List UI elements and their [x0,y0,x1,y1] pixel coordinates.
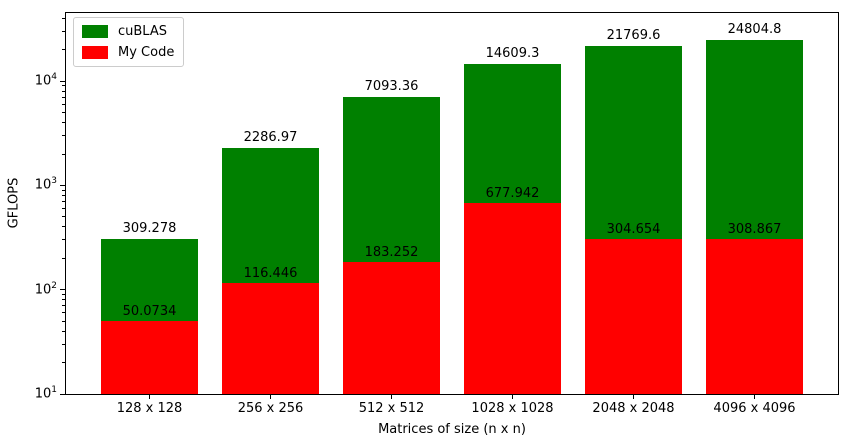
y-minor-tick [62,85,65,87]
y-minor-tick [62,330,65,332]
x-tick-label: 128 x 128 [116,401,183,416]
y-tick-label: 104 [34,72,57,89]
y-minor-tick [62,257,65,259]
x-tick-label: 1028 x 1028 [471,401,554,416]
y-minor-tick [62,216,65,218]
bar-value-label-mycode: 183.252 [364,245,419,261]
y-axis-label: GFLOPS [6,177,22,229]
x-tick-label: 4096 x 4096 [713,401,796,416]
legend-item-mycode: My Code [82,45,174,60]
bar-mycode [464,203,561,394]
x-tick [633,395,634,399]
bar-value-label-mycode: 50.0734 [122,304,177,320]
legend-swatch-mycode [82,46,108,59]
plot-area: cuBLAS My Code 309.278 50.0734 128 x 128 22… [35,12,839,416]
y-minor-tick [62,299,65,301]
bar-value-label-cublas: 24804.8 [727,21,782,37]
y-minor-tick [62,153,65,155]
bar-value-label-mycode: 308.867 [727,221,782,237]
y-tick-label: 102 [34,280,57,298]
x-axis-label: Matrices of size (n x n) [378,422,526,437]
bar-value-label-mycode: 116.446 [243,265,298,281]
legend-label-mycode: My Code [118,45,175,60]
y-minor-tick [62,96,65,98]
y-major-tick [60,393,65,395]
bar-value-label-cublas: 14609.3 [485,45,540,61]
bar-value-label-mycode: 677.942 [485,186,540,202]
y-minor-tick [62,103,65,105]
bar-value-label-cublas: 309.278 [122,220,177,236]
y-tick-label: 103 [34,176,57,193]
y-minor-tick [62,112,65,114]
y-minor-tick [62,320,65,322]
y-minor-tick [62,226,65,228]
y-minor-tick [62,201,65,203]
y-minor-tick [62,17,65,19]
bar-mycode [343,262,440,394]
y-minor-tick [62,135,65,137]
y-major-tick [60,184,65,186]
y-minor-tick [62,239,65,241]
y-minor-tick [62,293,65,295]
x-tick-label: 256 x 256 [237,401,304,416]
legend-swatch-cublas [82,25,108,38]
x-tick [390,395,392,399]
y-minor-tick [62,362,65,364]
y-minor-tick [62,208,65,210]
legend-item-cublas: cuBLAS [82,24,174,39]
legend: cuBLAS My Code [73,17,185,67]
y-minor-tick [62,122,65,124]
bar-value-label-cublas: 2286.97 [243,129,298,145]
y-tick-label: 101 [34,385,57,402]
bar-value-label-mycode: 304.654 [606,222,661,238]
bar-mycode [706,238,803,394]
x-tick-label: 512 x 512 [358,401,425,416]
y-minor-tick [62,312,65,314]
bar-value-label-cublas: 7093.36 [364,78,419,94]
bar-mycode [585,239,682,394]
x-tick [148,395,150,399]
y-minor-tick [62,189,65,191]
y-minor-tick [62,305,65,307]
y-minor-tick [62,343,65,345]
y-major-tick [60,80,65,82]
y-minor-tick [62,195,65,197]
x-tick [754,395,755,399]
x-tick [269,395,271,399]
legend-label-cublas: cuBLAS [118,24,167,39]
x-tick [512,395,513,399]
y-minor-tick [62,30,65,32]
bar-value-label-cublas: 21769.6 [606,27,661,43]
y-minor-tick [62,49,65,51]
y-minor-tick [62,90,65,92]
x-tick-label: 2048 x 2048 [592,401,675,416]
bar-mycode [222,282,319,394]
y-major-tick [60,289,65,291]
bar-mycode [101,321,198,394]
